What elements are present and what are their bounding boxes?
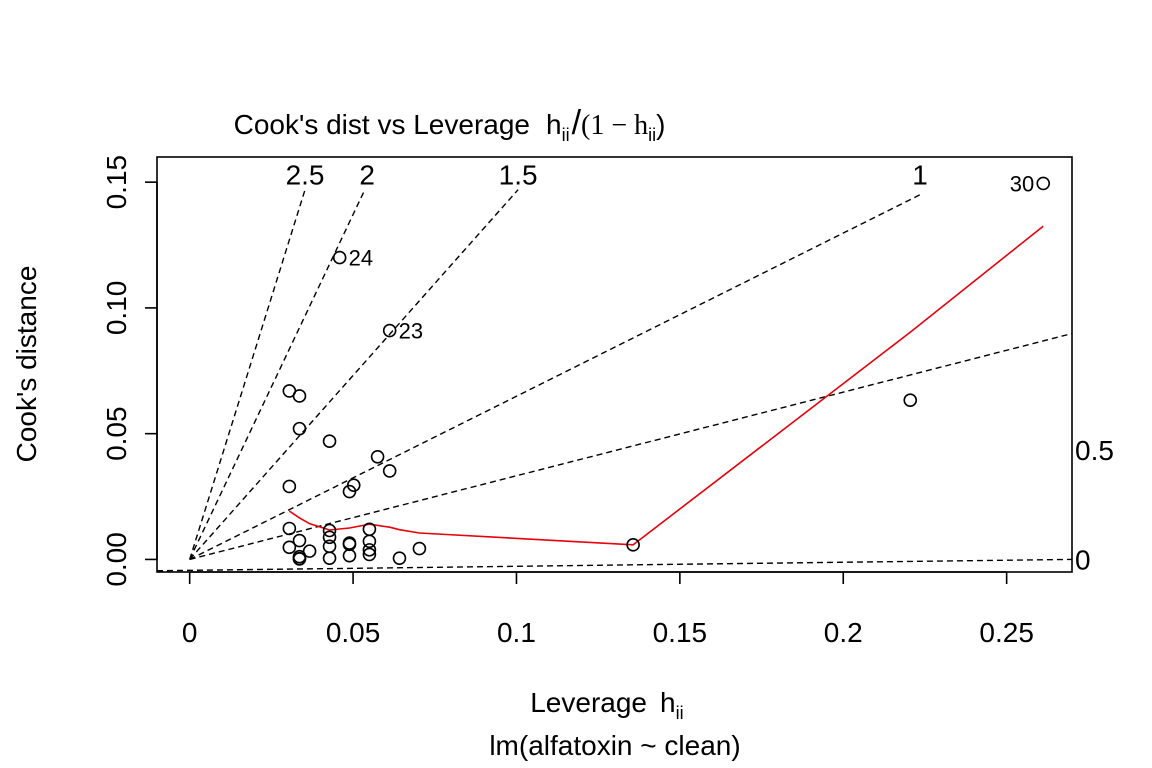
x-tick-label: 0.1 bbox=[497, 617, 536, 648]
data-point bbox=[626, 538, 640, 552]
y-tick-label: 0.15 bbox=[101, 155, 132, 210]
point-label: 30 bbox=[1010, 171, 1034, 196]
data-point bbox=[332, 250, 347, 265]
data-point bbox=[362, 522, 377, 537]
contour-label: 2 bbox=[359, 160, 375, 191]
y-axis: 0.00 0.05 0.10 0.15 bbox=[101, 155, 158, 587]
x-axis: 0 0.05 0.1 0.15 0.2 0.25 bbox=[182, 571, 1034, 648]
data-point bbox=[382, 323, 397, 338]
data-point bbox=[362, 547, 377, 562]
data-point bbox=[382, 464, 397, 478]
data-point bbox=[342, 536, 357, 550]
data-point bbox=[292, 389, 307, 403]
data-point bbox=[292, 533, 307, 548]
plot-frame bbox=[156, 156, 1073, 573]
smooth-line bbox=[288, 225, 1044, 546]
y-axis-label: Cook's distance bbox=[11, 266, 42, 463]
data-point bbox=[392, 551, 407, 565]
data-point bbox=[282, 521, 297, 536]
data-point bbox=[322, 523, 337, 538]
contour-label: 0.5 bbox=[1075, 435, 1114, 466]
x-tick-label: 0.05 bbox=[326, 617, 381, 648]
contour-line bbox=[189, 189, 366, 560]
x-axis-label: Leverage bbox=[530, 687, 647, 718]
contour-line bbox=[189, 189, 519, 560]
data-point bbox=[1036, 176, 1051, 191]
data-point bbox=[412, 541, 427, 556]
data-point bbox=[362, 534, 377, 549]
chart-title: Cook's dist vs Leverage bbox=[234, 109, 530, 140]
y-tick-label: 0.00 bbox=[101, 532, 132, 587]
data-point bbox=[346, 478, 361, 493]
point-labels: 24 23 30 bbox=[349, 171, 1035, 343]
x-tick-label: 0.15 bbox=[653, 617, 708, 648]
x-axis-label-symbol: hii bbox=[660, 687, 684, 723]
data-point bbox=[370, 450, 385, 464]
contour-line bbox=[189, 194, 921, 561]
data-point bbox=[322, 539, 337, 554]
point-label: 23 bbox=[399, 319, 423, 344]
point-label: 24 bbox=[349, 246, 373, 271]
contour-label: 1.5 bbox=[499, 160, 538, 191]
data-point bbox=[282, 540, 297, 555]
x-tick-label: 0.25 bbox=[979, 617, 1034, 648]
contour-line bbox=[189, 332, 1073, 561]
data-point bbox=[292, 551, 307, 566]
data-point bbox=[292, 421, 307, 436]
contour-line bbox=[189, 189, 306, 560]
data-point bbox=[322, 530, 337, 545]
contour-label: 1 bbox=[912, 160, 928, 191]
data-points bbox=[282, 176, 1051, 566]
contour-label: 0 bbox=[1075, 544, 1091, 575]
data-point bbox=[362, 543, 377, 557]
cooks-contours: 2.5 2 1.5 1 0.5 0 bbox=[156, 160, 1114, 575]
chart-title-formula: hii/(1 − hii) bbox=[546, 104, 665, 145]
data-point bbox=[903, 393, 918, 408]
x-tick-label: 0 bbox=[182, 617, 198, 648]
data-point bbox=[342, 548, 357, 563]
contour-line bbox=[156, 558, 1073, 572]
data-point bbox=[282, 479, 297, 494]
chart-subtitle: lm(alfatoxin ~ clean) bbox=[489, 730, 740, 761]
x-tick-label: 0.2 bbox=[824, 617, 863, 648]
data-point bbox=[322, 434, 337, 449]
smooth-layer bbox=[288, 225, 1044, 546]
y-tick-label: 0.05 bbox=[101, 406, 132, 461]
y-tick-label: 0.10 bbox=[101, 281, 132, 336]
data-point bbox=[302, 544, 317, 558]
data-point bbox=[322, 551, 337, 565]
contour-label: 2.5 bbox=[286, 160, 325, 191]
